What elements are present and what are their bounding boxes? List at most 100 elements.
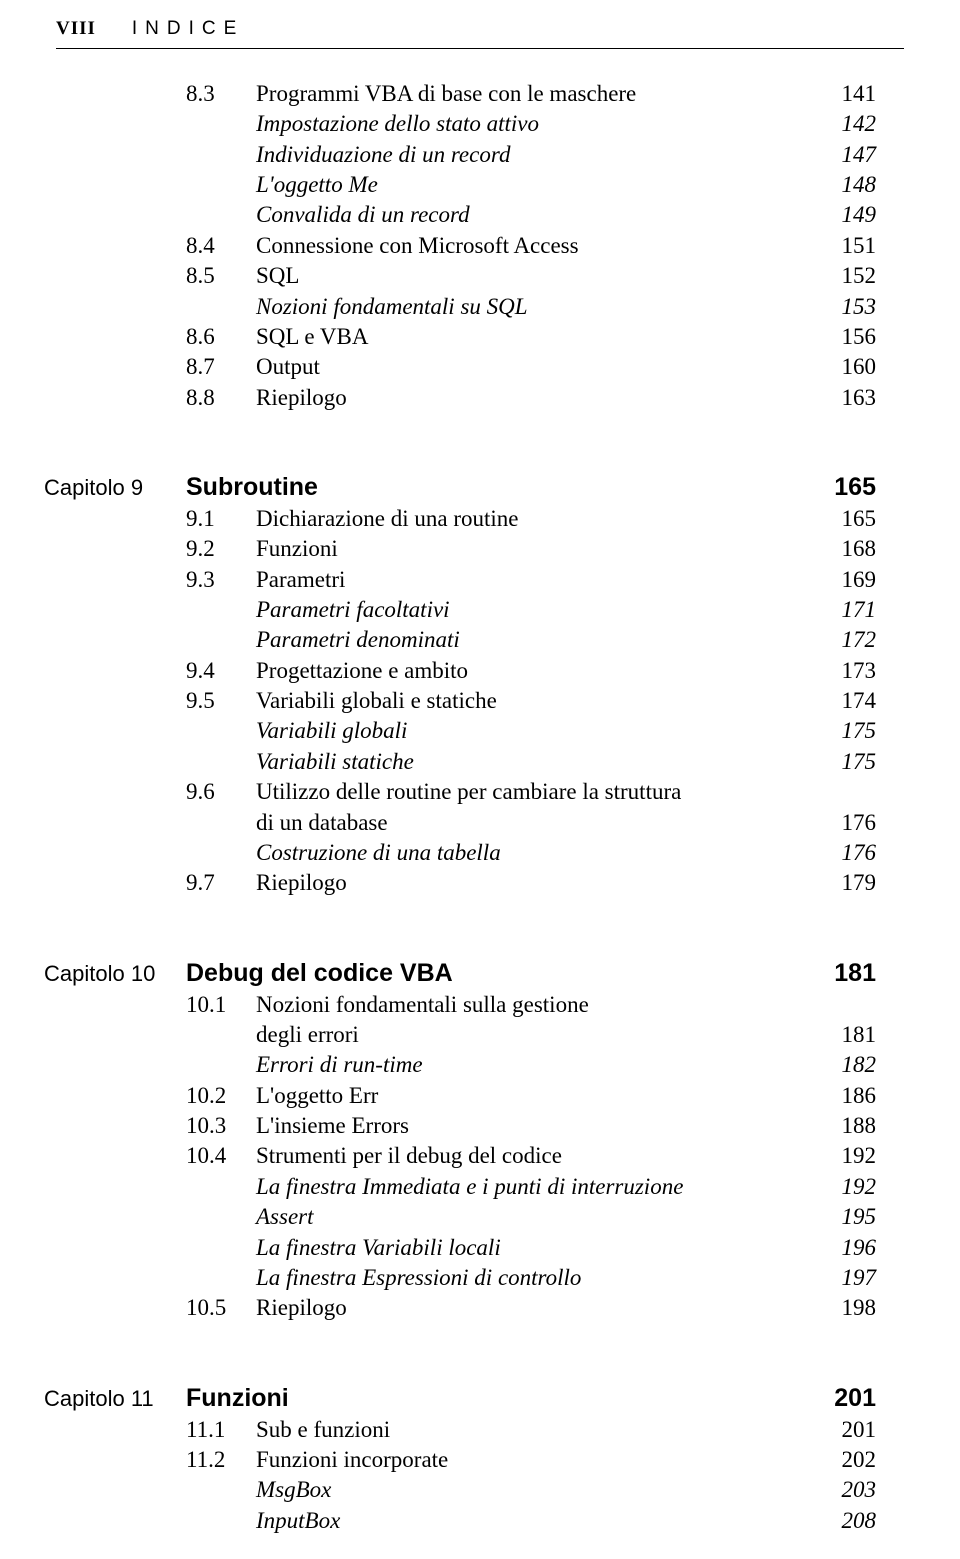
toc-label: SQL <box>256 261 796 291</box>
toc-row: 8.7Output160 <box>186 352 876 382</box>
toc-section-number: 9.5 <box>186 686 256 716</box>
toc-label: Parametri denominati <box>256 625 796 655</box>
toc-label: Riepilogo <box>256 868 796 898</box>
chapter-page: 201 <box>796 1382 876 1415</box>
toc-page: 142 <box>796 109 876 139</box>
toc-page: 176 <box>796 838 876 868</box>
toc-label: La finestra Espressioni di controllo <box>256 1263 796 1293</box>
toc-label: InputBox <box>256 1506 796 1536</box>
toc-page: 160 <box>796 352 876 382</box>
toc-section-number: 10.5 <box>186 1293 256 1323</box>
page: VIII INDICE 8.3Programmi VBA di base con… <box>0 0 960 1559</box>
toc-page: 179 <box>796 868 876 898</box>
header-title: INDICE <box>132 18 244 40</box>
toc-page: 153 <box>796 292 876 322</box>
toc-row: 9.2Funzioni168 <box>186 534 876 564</box>
toc-row: Variabili statiche175 <box>186 747 876 777</box>
toc-page: 174 <box>796 686 876 716</box>
toc-page: 208 <box>796 1506 876 1536</box>
toc-label: Progettazione e ambito <box>256 656 796 686</box>
toc-page: 165 <box>796 504 876 534</box>
toc-page: 156 <box>796 322 876 352</box>
toc-row: Parametri facoltativi171 <box>186 595 876 625</box>
toc-row: 10.3L'insieme Errors188 <box>186 1111 876 1141</box>
toc-page: 192 <box>796 1141 876 1171</box>
toc-row: Assert195 <box>186 1202 876 1232</box>
toc-row: InputBox208 <box>186 1506 876 1536</box>
toc-label: Errori di run-time <box>256 1050 796 1080</box>
toc-row: Nozioni fondamentali su SQL153 <box>186 292 876 322</box>
chapter-block: Capitolo 10Debug del codice VBA18110.1No… <box>186 957 876 1324</box>
toc-row: Convalida di un record149 <box>186 200 876 230</box>
toc-page: 149 <box>796 200 876 230</box>
toc-section-number: 8.5 <box>186 261 256 291</box>
toc-page: 175 <box>796 747 876 777</box>
toc-row: 11.1Sub e funzioni201 <box>186 1415 876 1445</box>
toc-section-number: 8.7 <box>186 352 256 382</box>
toc-section-number: 9.2 <box>186 534 256 564</box>
chapter-title: Subroutine <box>186 471 796 504</box>
toc-label: degli errori <box>256 1020 796 1050</box>
toc-label: L'oggetto Err <box>256 1081 796 1111</box>
toc-page: 176 <box>796 808 876 838</box>
toc-label: Assert <box>256 1202 796 1232</box>
toc-row: di un database176 <box>186 808 876 838</box>
toc-page: 181 <box>796 1020 876 1050</box>
toc-page: 196 <box>796 1233 876 1263</box>
toc-section-number: 8.4 <box>186 231 256 261</box>
chapter-heading-row: Capitolo 10Debug del codice VBA181 <box>44 957 876 990</box>
toc-section-number: 9.3 <box>186 565 256 595</box>
toc-row: L'oggetto Me148 <box>186 170 876 200</box>
toc-label: Connessione con Microsoft Access <box>256 231 796 261</box>
chapter-label: Capitolo 11 <box>44 1384 186 1413</box>
toc-row: 10.5Riepilogo198 <box>186 1293 876 1323</box>
toc-label: SQL e VBA <box>256 322 796 352</box>
toc-page: 141 <box>796 79 876 109</box>
toc-label: Convalida di un record <box>256 200 796 230</box>
toc-page: 147 <box>796 140 876 170</box>
toc-row: 9.1Dichiarazione di una routine165 <box>186 504 876 534</box>
toc-label: Programmi VBA di base con le maschere <box>256 79 796 109</box>
chapter-label: Capitolo 9 <box>44 473 186 502</box>
toc-row: 10.2L'oggetto Err186 <box>186 1081 876 1111</box>
toc-label: Output <box>256 352 796 382</box>
toc-label: MsgBox <box>256 1475 796 1505</box>
toc-row: 8.6SQL e VBA156 <box>186 322 876 352</box>
toc-section-number: 8.3 <box>186 79 256 109</box>
toc-page: 171 <box>796 595 876 625</box>
toc-row: 8.5SQL152 <box>186 261 876 291</box>
toc-label: La finestra Immediata e i punti di inter… <box>256 1172 796 1202</box>
toc-row: MsgBox203 <box>186 1475 876 1505</box>
toc-page: 163 <box>796 383 876 413</box>
page-number: VIII <box>56 18 96 40</box>
toc-label: Strumenti per il debug del codice <box>256 1141 796 1171</box>
toc-page: 172 <box>796 625 876 655</box>
toc-label: Variabili globali e statiche <box>256 686 796 716</box>
toc-section-number: 9.4 <box>186 656 256 686</box>
toc-label: Dichiarazione di una routine <box>256 504 796 534</box>
toc-page: 202 <box>796 1445 876 1475</box>
toc-row: 9.6Utilizzo delle routine per cambiare l… <box>186 777 876 807</box>
toc-row: 10.1Nozioni fondamentali sulla gestione <box>186 990 876 1020</box>
toc-page: 198 <box>796 1293 876 1323</box>
chapter-8-continuation: 8.3Programmi VBA di base con le maschere… <box>186 79 876 413</box>
toc-page: 188 <box>796 1111 876 1141</box>
toc-page: 201 <box>796 1415 876 1445</box>
toc-label: Parametri facoltativi <box>256 595 796 625</box>
toc-row: 11.2Funzioni incorporate202 <box>186 1445 876 1475</box>
toc-row: 9.5Variabili globali e statiche174 <box>186 686 876 716</box>
toc-row: degli errori181 <box>186 1020 876 1050</box>
toc-row: 9.3Parametri169 <box>186 565 876 595</box>
toc-label: La finestra Variabili locali <box>256 1233 796 1263</box>
toc-page: 168 <box>796 534 876 564</box>
toc-label: Costruzione di una tabella <box>256 838 796 868</box>
toc-row: 10.4Strumenti per il debug del codice192 <box>186 1141 876 1171</box>
page-header: VIII INDICE <box>0 0 960 40</box>
toc-section-number: 9.1 <box>186 504 256 534</box>
toc-label: Impostazione dello stato attivo <box>256 109 796 139</box>
toc-label: L'oggetto Me <box>256 170 796 200</box>
chapter-heading-row: Capitolo 9Subroutine165 <box>44 471 876 504</box>
toc-section-number: 11.1 <box>186 1415 256 1445</box>
toc-section-number: 10.2 <box>186 1081 256 1111</box>
toc-page: 182 <box>796 1050 876 1080</box>
